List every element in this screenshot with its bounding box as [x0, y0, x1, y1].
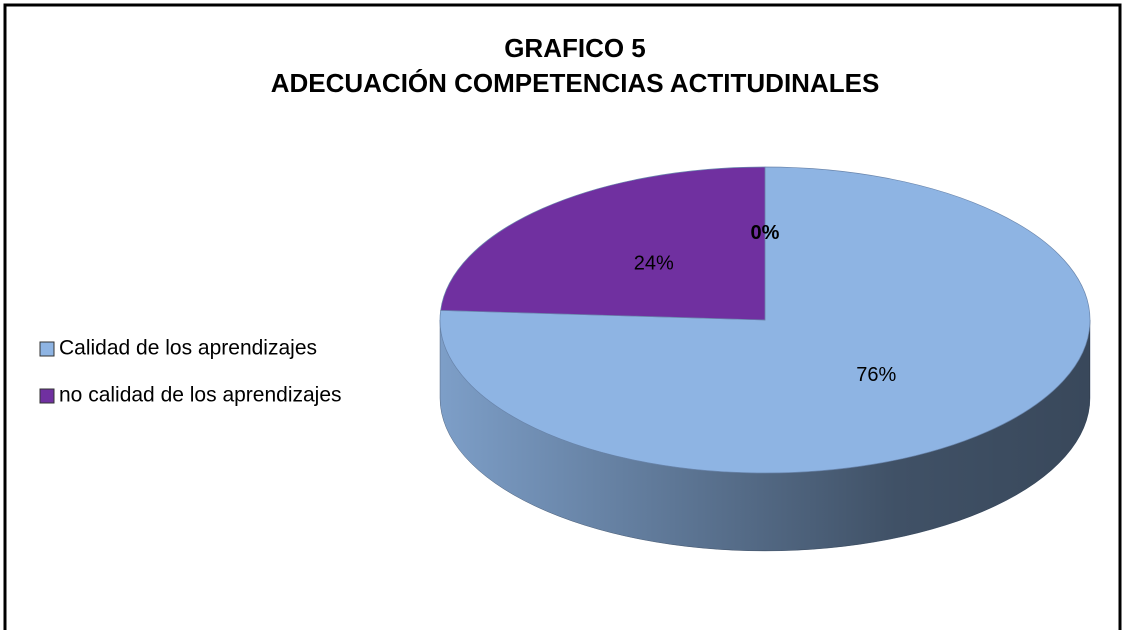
pie-slice	[440, 166, 766, 321]
pie	[439, 166, 1091, 552]
data-label: 76%	[856, 364, 896, 386]
legend-label: no calidad de los aprendizajes	[59, 384, 342, 407]
chart-title: GRAFICO 5	[504, 33, 646, 63]
legend-label: Calidad de los aprendizajes	[59, 337, 317, 360]
legend-swatch	[39, 341, 55, 357]
data-label: 24%	[634, 253, 674, 275]
legend-swatch	[39, 388, 55, 404]
data-label: 0%	[751, 222, 780, 244]
pie-side-shade	[440, 320, 1090, 551]
legend: Calidad de los aprendizajes no calidad de…	[39, 337, 342, 407]
chart-title: ADECUACIÓN COMPETENCIAS ACTITUDINALES	[271, 68, 880, 98]
